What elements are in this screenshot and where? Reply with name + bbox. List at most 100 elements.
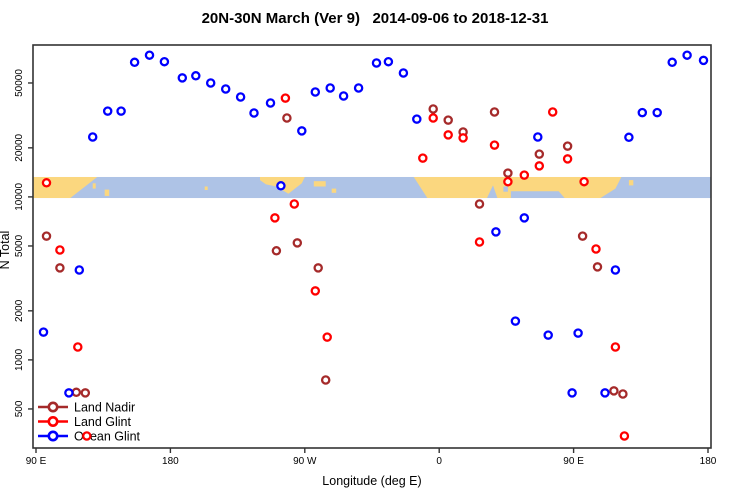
y-tick-label: 50000	[14, 69, 25, 97]
data-point	[289, 199, 300, 209]
data-point	[270, 213, 280, 223]
x-tick-label: 180	[162, 456, 179, 467]
data-point	[510, 316, 521, 326]
data-point	[371, 58, 382, 68]
plot-border	[32, 44, 712, 449]
data-point	[235, 92, 246, 102]
data-point	[591, 244, 601, 254]
data-point	[600, 388, 610, 398]
data-point	[102, 106, 113, 116]
data-point	[610, 265, 621, 275]
data-point	[41, 178, 52, 188]
data-point	[313, 263, 323, 273]
data-point	[619, 431, 630, 441]
map-band-sea	[503, 186, 508, 192]
data-point	[610, 342, 621, 352]
data-point	[491, 227, 501, 237]
data-point	[87, 132, 98, 142]
x-axis-label: Longitude (deg E)	[322, 474, 422, 488]
data-point	[282, 113, 292, 123]
data-point	[567, 388, 577, 398]
data-point	[205, 78, 216, 88]
data-point	[418, 153, 428, 163]
map-band-land	[331, 188, 337, 193]
data-point	[618, 389, 628, 399]
series-ocean-glint	[38, 50, 709, 398]
chart-title: 20N-30N March (Ver 9) 2014-09-06 to 2018…	[201, 10, 549, 27]
data-point	[38, 327, 49, 337]
y-axis-label: N Total	[0, 230, 12, 270]
data-point	[503, 176, 513, 187]
data-point	[191, 71, 201, 81]
data-point	[353, 83, 364, 93]
map-band-land	[628, 180, 634, 186]
data-point	[443, 130, 453, 140]
data-point	[116, 106, 126, 116]
data-point	[609, 386, 619, 396]
data-point	[82, 431, 92, 441]
data-point	[562, 141, 573, 151]
map-band-sea	[510, 191, 565, 198]
data-point	[55, 245, 65, 255]
data-point	[547, 107, 558, 117]
legend-label-land-nadir: Land Nadir	[74, 401, 135, 415]
data-point	[310, 87, 321, 97]
data-point	[624, 132, 634, 143]
map-band-land	[413, 177, 622, 198]
data-point	[338, 91, 349, 101]
data-point	[280, 93, 291, 103]
data-point	[325, 83, 335, 93]
legend-label-ocean-glint: Ocean Glint	[74, 430, 141, 444]
y-tick-label: 10000	[14, 183, 25, 211]
y-tick-label: 500	[14, 400, 25, 417]
data-point	[129, 57, 140, 68]
data-point	[383, 56, 394, 67]
data-point	[573, 328, 583, 338]
data-point	[652, 107, 662, 118]
data-point	[534, 161, 545, 171]
data-point	[398, 68, 409, 78]
data-point	[682, 50, 692, 60]
data-point	[55, 263, 65, 273]
data-point	[562, 154, 573, 164]
data-point	[474, 199, 485, 209]
data-point	[534, 149, 545, 159]
data-point	[271, 246, 282, 256]
data-point	[177, 73, 188, 83]
data-point	[74, 265, 85, 275]
y-tick-label: 2000	[14, 299, 25, 322]
legend-marker-land-glint	[47, 415, 59, 427]
data-point	[64, 388, 74, 398]
map-band-land	[104, 189, 110, 196]
data-point	[320, 375, 331, 385]
series-land-glint	[41, 93, 630, 441]
data-point	[159, 56, 170, 67]
legend-marker-ocean-glint	[47, 430, 59, 442]
y-tick-label: 1000	[14, 348, 25, 371]
x-tick-label: 90 E	[563, 456, 584, 467]
legend-label-land-glint: Land Glint	[74, 415, 132, 429]
map-band-land	[313, 181, 326, 187]
data-point	[292, 238, 303, 248]
x-tick-label: 0	[436, 456, 442, 467]
data-point	[577, 231, 588, 241]
data-point	[519, 170, 530, 180]
data-point	[698, 55, 709, 66]
data-point	[474, 237, 485, 247]
data-point	[489, 107, 500, 117]
data-point	[220, 84, 231, 94]
data-point	[80, 388, 91, 398]
data-point	[443, 115, 453, 125]
data-point	[579, 176, 589, 187]
map-band-land	[204, 186, 208, 190]
data-point	[249, 108, 259, 118]
data-point	[489, 140, 500, 150]
map-band-sea	[487, 185, 498, 198]
legend-marker-land-nadir	[47, 401, 59, 413]
data-point	[412, 114, 422, 124]
data-point	[144, 50, 155, 60]
x-tick-label: 90 E	[26, 456, 47, 467]
data-point	[503, 168, 513, 178]
data-point	[458, 133, 468, 143]
